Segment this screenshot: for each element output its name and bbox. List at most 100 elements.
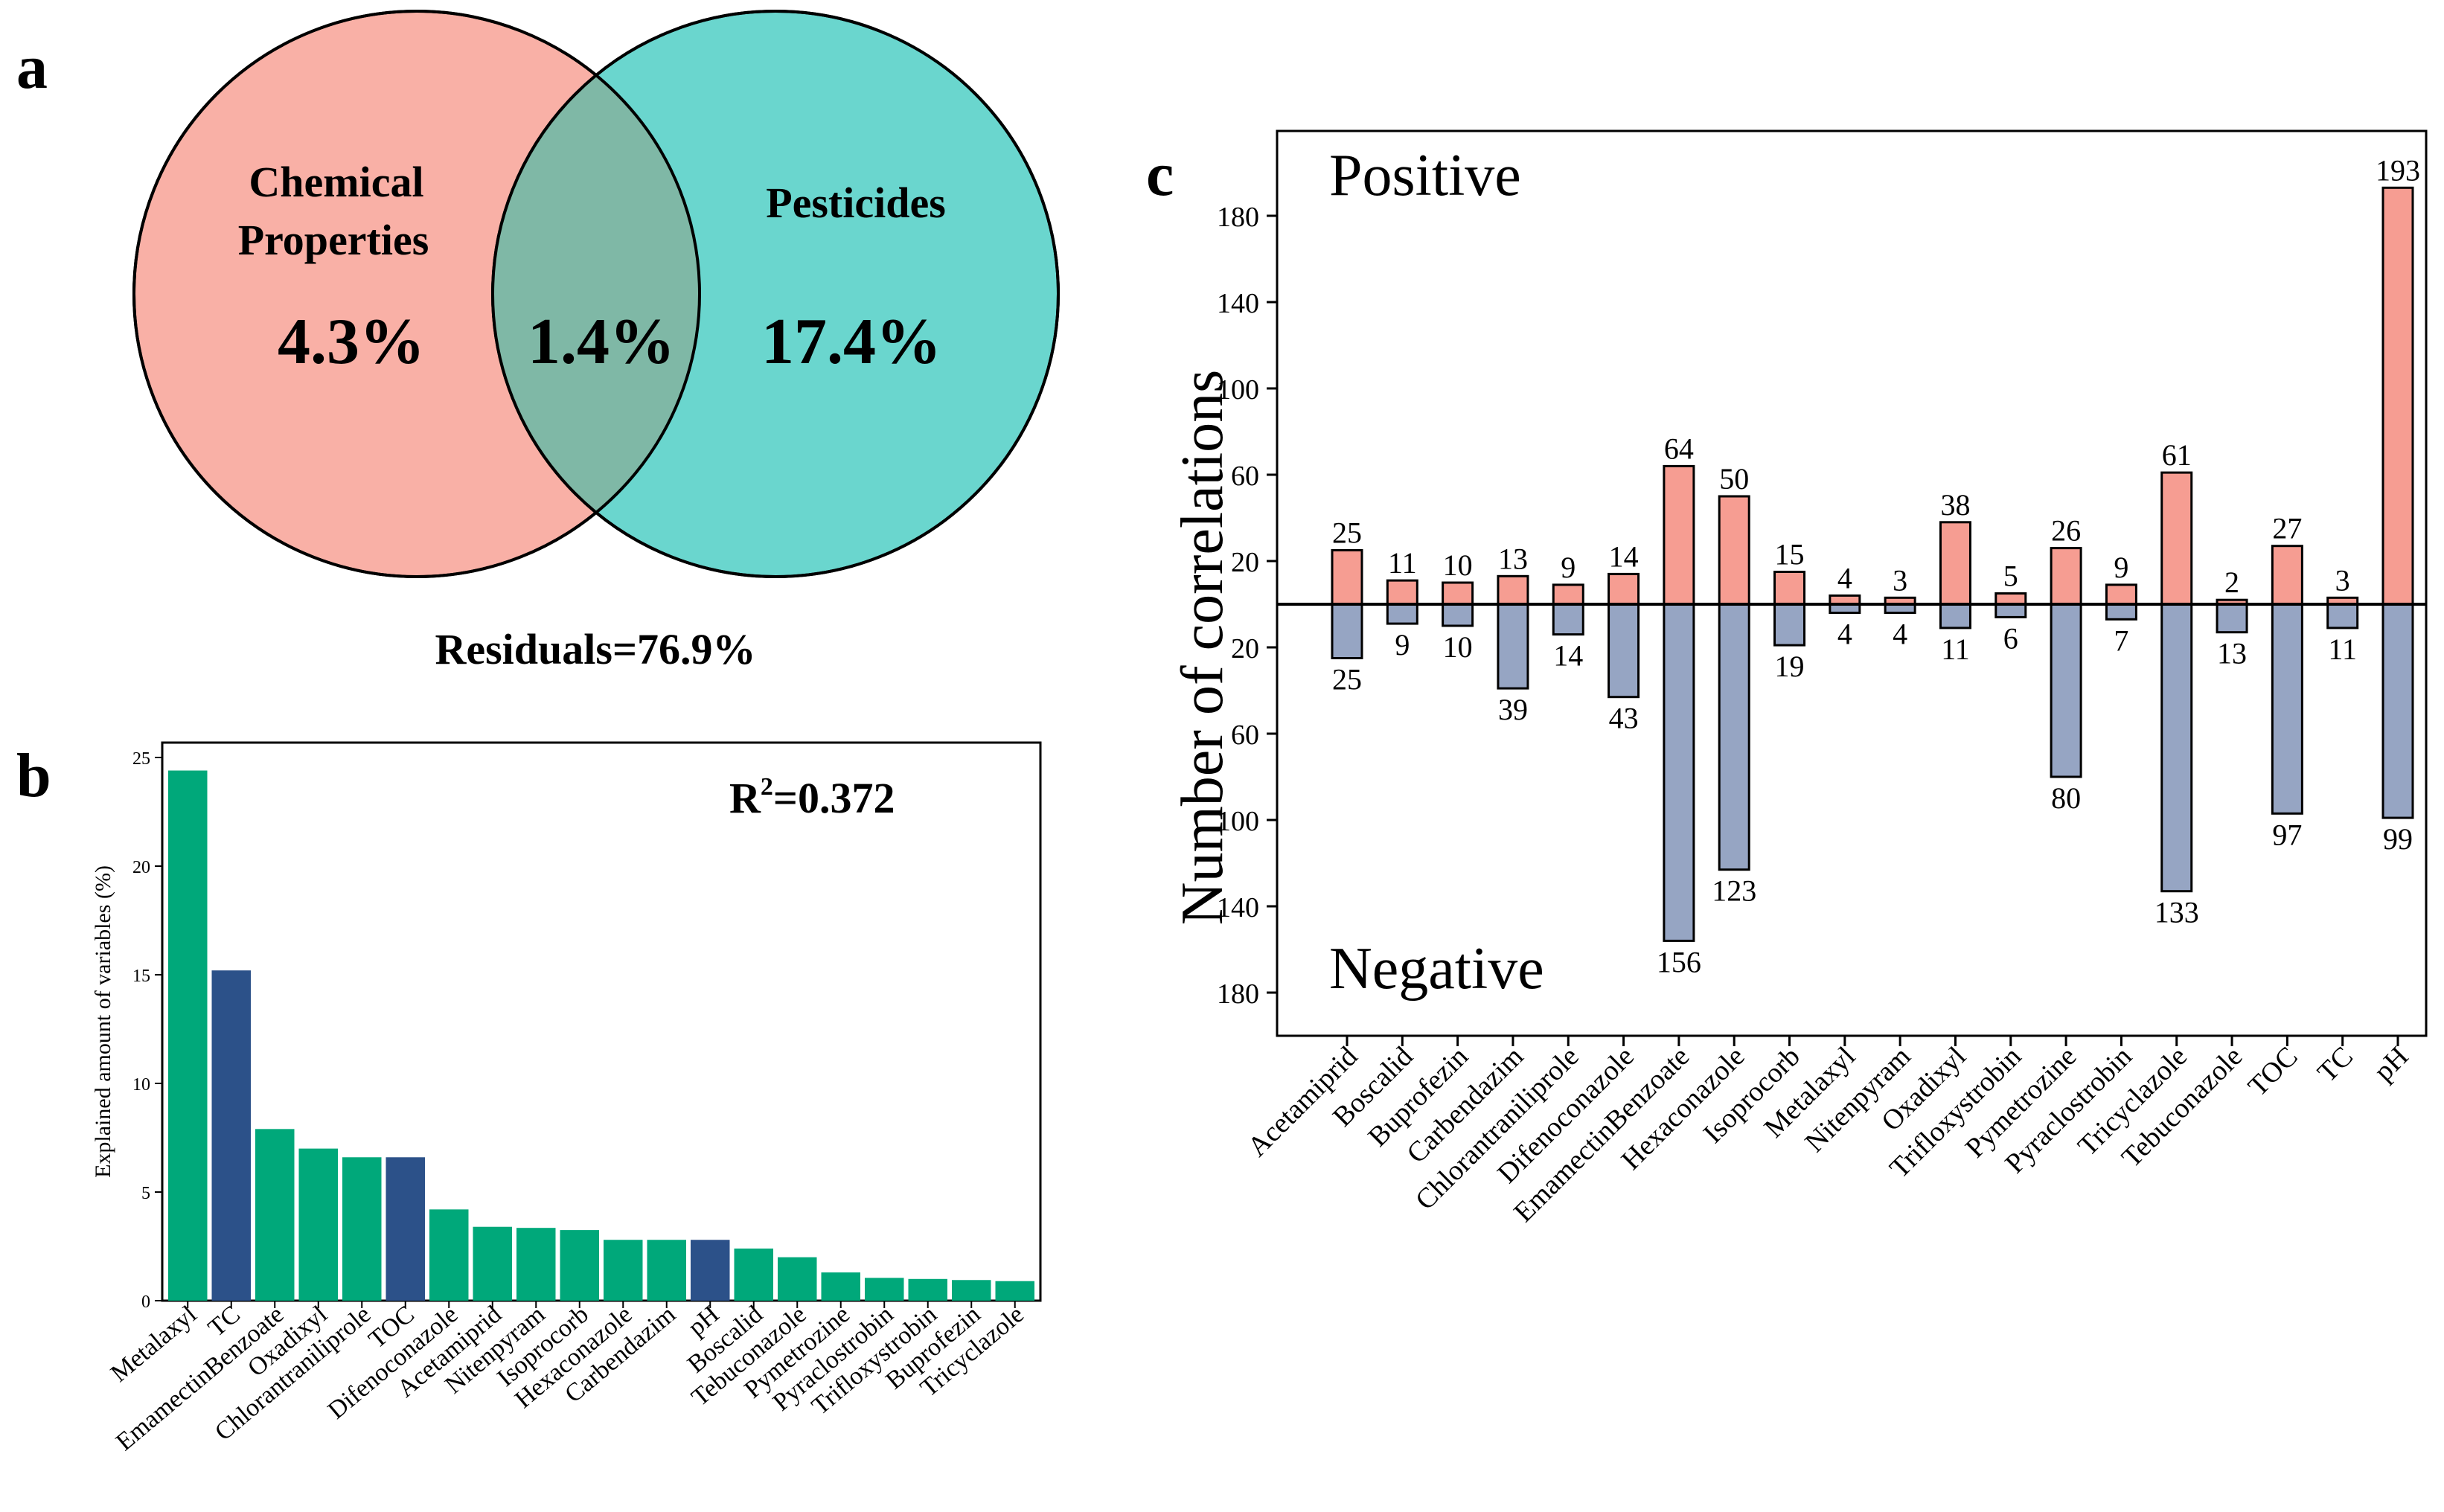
panel-c-x-labels: AcetamipridBoscalidBuprofezinCarbendazim… [1241,1036,2414,1228]
panel-c-plot-frame [1276,129,2428,1037]
panel-b-y-tick-label: 20 [132,858,150,877]
panel-c-positive-bar-pymetrozine [2050,547,2082,606]
panel-c-negative-bar-toc [2271,603,2303,815]
panel-c-negative-value-tc: 11 [2328,632,2357,666]
panel-c-positive-value-tc: 3 [2335,563,2350,597]
panel-b-bar-tc [211,970,251,1301]
panel-c-positive-bar-chlorantraniliprole [1552,583,1584,606]
panel-c-negative-bar-chlorantraniliprole [1552,603,1584,636]
panel-c-positive-value-tebuconazole: 2 [2224,566,2239,599]
panel-c-negative-value-boscalid: 9 [1395,628,1410,662]
positive-label: Positive [1329,143,1521,208]
panel-c-negative-value-acetamiprid: 25 [1332,663,1362,696]
panel-c-x-label-toc: TOC [2242,1041,2304,1103]
panel-c-negative-value-tebuconazole: 13 [2217,637,2247,670]
panel-c-positive-value-nitenpyram: 3 [1893,563,1907,597]
panel-c-positive-bar-difenoconazole [1608,572,1640,606]
panel-c-negative-value-pymetrozine: 80 [2051,781,2081,815]
panel-c-positive-value-metalaxyl: 4 [1837,561,1852,595]
panel-c-positive-value-carbendazim: 13 [1498,542,1528,575]
venn-residuals: Residuals=76.9% [435,625,755,673]
panel-c-negative-value-isoprocorb: 19 [1775,650,1805,683]
panel-c-negative-value-toc: 97 [2272,818,2302,851]
panel-c-positive-value-acetamiprid: 25 [1332,516,1362,550]
explained-variance-panel: b 0 5 10 15 20 25 Metalaxyl TCEmamectinBenzoat… [16,741,1042,1456]
panel-c-positive-bar-carbendazim [1497,574,1529,606]
panel-c-negative-bar-pyraclostrobin [2105,603,2137,621]
panel-c-positive-value-trifloxystrobin: 5 [2003,560,2018,593]
panel-b-y-tick-label: 5 [141,1184,150,1203]
pesticides-circle-outline [491,10,1060,578]
panel-c-positive-value-boscalid: 11 [1388,546,1417,580]
chemical-properties-circle-outline [132,10,701,578]
panel-c-positive-bar-emamectinbenzoate [1663,464,1695,606]
panel-c-positive-value-buprofezin: 10 [1443,548,1473,582]
panel-c-positive-value-isoprocorb: 15 [1775,538,1805,571]
panel-c-negative-value-ph: 99 [2383,822,2413,856]
panel-c-negative-value-trifloxystrobin: 6 [2003,621,2018,655]
panel-c-negative-bar-acetamiprid [1331,603,1363,659]
panel-c-y-tick-label-negative: 20 [1231,633,1259,664]
panel-b-y-tick-label: 0 [141,1292,150,1312]
panel-c-y-tick-label-negative: 180 [1217,978,1259,1010]
panel-b-bar-chlorantraniliprole [342,1157,382,1301]
panel-c-y-tick-label-positive: 140 [1217,288,1259,319]
venn-overlap-region [493,11,700,577]
panel-b-bar-acetamiprid [473,1226,512,1301]
panel-c-positive-bar-acetamiprid [1331,549,1363,606]
panel-b-bar-ph [691,1240,730,1301]
panel-c-positive-bar-hexaconazole [1718,495,1750,606]
panel-c-positive-value-pymetrozine: 26 [2051,514,2081,548]
panel-b-y-axis-label: Explained amount of variables (%) [91,865,115,1178]
panel-c-negative-bar-trifloxystrobin [1994,603,2027,618]
panel-c-negative-bar-emamectinbenzoate [1663,603,1695,942]
panel-b-bar-tebuconazole [778,1257,817,1301]
panel-c-negative-value-chlorantraniliprole: 14 [1553,639,1583,673]
panel-b-bar-toc [386,1157,425,1301]
negative-label: Negative [1329,936,1544,1002]
panel-b-x-labels: Metalaxyl TCEmamectinBenzoateOxadixylChlo… [106,1301,1029,1456]
panel-c-positive-value-tricyclazole: 61 [2162,438,2192,472]
panel-c-positive-value-emamectinbenzoate: 64 [1664,432,1694,465]
panel-b-bar-nitenpyram [516,1228,556,1301]
panel-b-bar-buprofezin [952,1280,991,1301]
panel-c-negative-bar-pymetrozine [2050,603,2082,778]
venn-overlap-value: 1.4% [528,306,675,378]
panel-c-positive-value-ph: 193 [2376,153,2420,187]
panel-c-bars [1331,186,2414,942]
correlations-panel: c Positive Negative 20 60 100 140 180 20 60 100… [1146,129,2428,1228]
panel-b-bars [168,770,1034,1301]
panel-c-y-tick-label-negative: 60 [1231,720,1259,751]
panel-c-x-label-tc: TC [2312,1041,2359,1089]
panel-b-y-tick-label: 10 [132,1075,150,1095]
panel-c-negative-value-emamectinbenzoate: 156 [1657,945,1701,978]
panel-c-negative-value-buprofezin: 10 [1443,630,1473,664]
panel-c-negative-bar-tebuconazole [2216,603,2248,634]
panel-c-negative-bar-boscalid [1386,603,1418,625]
panel-b-bar-oxadixyl [298,1148,338,1301]
panel-c-negative-bar-oxadixyl [1939,603,1971,630]
panel-c-positive-value-chlorantraniliprole: 9 [1561,551,1576,584]
panel-b-plot-frame [161,741,1042,1302]
panel-c-negative-value-nitenpyram: 4 [1893,618,1907,651]
panel-b-bar-tricyclazole [995,1281,1034,1301]
panel-c-positive-bar-ph [2381,186,2414,606]
panel-c-positive-bar-trifloxystrobin [1994,592,2027,606]
panel-c-negative-bar-buprofezin [1442,603,1474,627]
panel-b-y-axis: 0 5 10 15 20 25 [132,749,162,1312]
venn-left-value: 4.3% [278,306,425,378]
panel-c-negative-value-hexaconazole: 123 [1712,874,1756,908]
panel-b-bar-hexaconazole [604,1240,643,1301]
panel-b-y-tick-label: 15 [132,967,150,986]
venn-right-value: 17.4% [761,306,941,378]
panel-c-positive-bar-oxadixyl [1939,521,1971,606]
panel-b-bar-pymetrozine [821,1272,860,1301]
panel-c-negative-value-metalaxyl: 4 [1837,618,1852,651]
panel-b-bar-metalaxyl [168,770,208,1301]
panel-c-negative-bar-tricyclazole [2160,603,2193,893]
panel-c-negative-bar-ph [2381,603,2414,819]
panel-c-negative-value-oxadixyl: 11 [1941,632,1970,666]
panel-c-positive-bar-isoprocorb [1773,571,1806,606]
panel-b-bar-isoprocorb [560,1230,599,1301]
